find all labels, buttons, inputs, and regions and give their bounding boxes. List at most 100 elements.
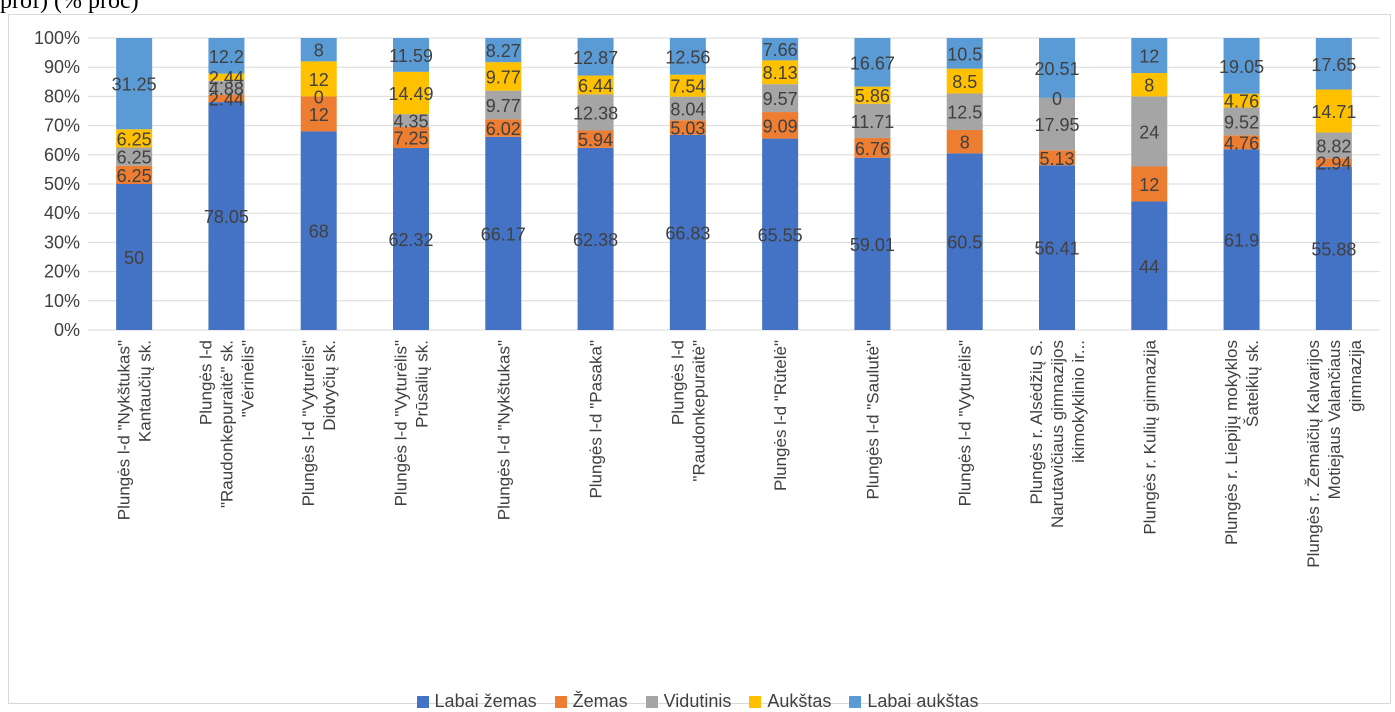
- data-label: 17.65: [1311, 55, 1356, 75]
- data-label: 61.9: [1224, 231, 1259, 251]
- bar-segment: [208, 73, 245, 81]
- bar-segment: [946, 38, 983, 69]
- data-label: 78.05: [204, 207, 249, 227]
- x-tick-label: Plungės r. Alsėdžių S.: [1027, 340, 1046, 504]
- y-tick-label: 100%: [34, 28, 80, 48]
- y-tick-label: 50%: [44, 174, 80, 194]
- bar-segment: [1131, 73, 1168, 97]
- data-label: 10.5: [947, 44, 982, 64]
- data-label: 6.44: [578, 76, 613, 96]
- bar-segment: [485, 90, 522, 120]
- page-text-fragment: prof) (% proc): [0, 0, 139, 14]
- bar-segment: [854, 137, 891, 158]
- data-label: 12: [309, 105, 329, 125]
- data-label: 12: [1139, 175, 1159, 195]
- y-tick-label: 60%: [44, 145, 80, 165]
- data-label: 8.27: [486, 41, 521, 61]
- x-tick-label: Didvyčių sk.: [320, 340, 339, 431]
- data-label: 12.87: [573, 48, 618, 68]
- data-label: 8.5: [952, 72, 977, 92]
- legend-item: Vidutinis: [645, 691, 732, 712]
- bar-segment: [762, 84, 799, 113]
- legend-item: Labai aukštas: [849, 691, 978, 712]
- bar-segment: [393, 71, 429, 115]
- y-tick-label: 40%: [44, 203, 80, 223]
- bar-segment: [300, 38, 337, 62]
- x-tick-label: Plungės l-d "Nykštukas": [115, 340, 134, 520]
- bar-segment: [1315, 158, 1352, 167]
- data-labels: 506.256.256.2531.2578.052.444.882.4412.2…: [112, 40, 1357, 277]
- bar-segment: [1223, 149, 1260, 330]
- bar-segment: [946, 153, 983, 330]
- bar-segment: [577, 147, 614, 330]
- bar-segment: [485, 119, 522, 137]
- data-label: 11.59: [389, 46, 433, 66]
- data-label: 9.77: [486, 96, 521, 116]
- x-tick-label: Plungės l-d: [196, 340, 215, 425]
- data-label: 6.02: [486, 119, 521, 139]
- data-label: 2.44: [209, 68, 244, 88]
- data-label: 59.01: [850, 235, 895, 255]
- data-label: 12.56: [665, 47, 710, 67]
- data-label: 16.67: [850, 53, 895, 73]
- data-label: 24: [1139, 122, 1159, 142]
- data-label: 62.38: [573, 230, 618, 250]
- bar-segment: [300, 131, 337, 330]
- legend-swatch: [849, 695, 862, 708]
- bar-segment: [762, 60, 799, 85]
- bar-segment: [300, 61, 337, 97]
- data-label: 9.52: [1224, 112, 1259, 132]
- data-label: 9.57: [763, 89, 798, 109]
- bar-segment: [208, 37, 245, 74]
- bar-segment: [762, 138, 799, 330]
- bar-segment: [300, 96, 337, 132]
- data-label: 68: [309, 222, 329, 242]
- x-tick-label: Plungės l-d "Vyturėlis": [299, 340, 318, 506]
- bar-segment: [1315, 38, 1352, 90]
- bar-segment: [854, 103, 891, 138]
- data-label: 62.32: [388, 230, 433, 250]
- data-label: 55.88: [1311, 239, 1356, 259]
- y-tick-label: 20%: [44, 262, 80, 282]
- legend-item: Žemas: [554, 691, 628, 712]
- data-label: 6.76: [855, 139, 890, 159]
- bar-segment: [1223, 38, 1260, 94]
- x-tick-label: Plungės r. Žemaičių Kalvarijos: [1304, 340, 1323, 568]
- legend-label: Žemas: [572, 691, 628, 711]
- bar-segment: [116, 165, 153, 184]
- x-tick-label: "Raudonkepuraitė": [689, 340, 708, 482]
- legend-swatch: [645, 695, 658, 708]
- legend-swatch: [749, 695, 762, 708]
- bar-segment: [485, 38, 522, 63]
- bar-segment: [1131, 96, 1168, 167]
- y-axis: 0% 10% 20% 30% 40% 50% 60% 70% 80% 90% 100%: [34, 28, 80, 340]
- y-tick-label: 70%: [44, 116, 80, 136]
- x-tick-label: Plungės l-d "Rūtelė": [771, 340, 790, 491]
- bar-segment: [116, 129, 153, 148]
- x-tick-label: Prūsalių sk.: [413, 340, 432, 428]
- x-tick-label: "Vėrinėlis": [238, 340, 257, 417]
- legend-label: Vidutinis: [663, 691, 732, 711]
- x-tick-label: Plungės l-d "Nykštukas": [494, 340, 513, 520]
- bar-segment: [1131, 166, 1168, 202]
- bar-segment: [854, 157, 891, 330]
- x-tick-label: Plungės r. Kulių gimnazija: [1140, 339, 1159, 534]
- x-tick-label: "Raudonkepuraitė" sk.: [217, 340, 236, 508]
- bar-segment: [1315, 132, 1352, 159]
- data-label: 4.76: [1224, 92, 1259, 112]
- data-label: 31.25: [112, 75, 157, 95]
- legend-swatch: [416, 695, 429, 708]
- x-tick-label: ikimokyklinio ir...: [1069, 340, 1088, 463]
- bar-segment: [116, 38, 153, 130]
- y-tick-label: 80%: [44, 86, 80, 106]
- bar-segment: [208, 102, 245, 331]
- data-label: 8.13: [763, 63, 798, 83]
- data-label: 60.5: [947, 233, 982, 253]
- x-tick-label: Plungės l-d "Saulutė": [863, 340, 882, 500]
- data-label: 2.44: [209, 90, 244, 110]
- x-tick-label: Šateikių sk.: [1243, 340, 1262, 427]
- bar-segment: [1223, 135, 1260, 150]
- legend-label: Labai aukštas: [867, 691, 979, 711]
- bar-segment: [393, 38, 429, 72]
